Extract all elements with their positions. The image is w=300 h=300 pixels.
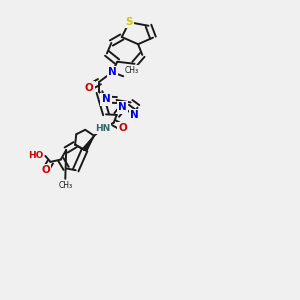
Text: HN: HN xyxy=(95,124,111,133)
Text: CH₃: CH₃ xyxy=(125,66,139,75)
Text: S: S xyxy=(125,17,133,27)
Text: N: N xyxy=(108,67,117,77)
Text: N: N xyxy=(118,103,127,112)
Text: O: O xyxy=(118,123,127,133)
Text: N: N xyxy=(102,94,110,104)
Text: N: N xyxy=(130,110,139,120)
Polygon shape xyxy=(82,136,94,151)
Text: CH₃: CH₃ xyxy=(58,181,72,190)
Text: O: O xyxy=(41,165,50,175)
Text: O: O xyxy=(85,82,93,93)
Text: HO: HO xyxy=(28,152,44,160)
